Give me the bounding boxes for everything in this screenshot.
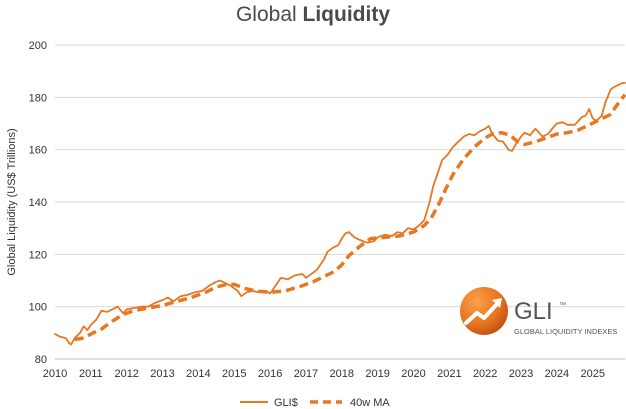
chart-title-regular: Global (236, 3, 303, 26)
x-tick-label: 2016 (258, 368, 282, 380)
x-tick-label: 2010 (43, 368, 67, 380)
x-tick-label: 2025 (580, 368, 604, 380)
chart-title-bold: Liquidity (303, 3, 391, 26)
series (54, 82, 626, 346)
logo-arrowhead-icon (492, 298, 502, 308)
series-line-40w-ma (74, 93, 626, 342)
logo-name: GLI (514, 298, 553, 325)
x-tick-label: 2012 (114, 368, 138, 380)
x-tick-label: 2017 (294, 368, 318, 380)
logo-subtitle: GLOBAL LIQUIDITY INDEXES (514, 327, 617, 336)
x-tick-label: 2013 (150, 368, 174, 380)
x-tick-label: 2019 (365, 368, 389, 380)
y-tick-label: 80 (35, 354, 47, 366)
logo-trademark: ™ (559, 302, 566, 309)
y-tick-label: 200 (29, 40, 47, 52)
y-tick-label: 180 (29, 92, 47, 104)
y-tick-label: 120 (29, 249, 47, 261)
x-tick-label: 2011 (79, 368, 103, 380)
grid (55, 44, 625, 308)
x-tick-label: 2014 (186, 368, 210, 380)
y-axis-label: Global Liquidity (US$ Trillions) (6, 128, 18, 275)
y-tick-label: 100 (29, 302, 47, 314)
x-tick-label: 2022 (473, 368, 497, 380)
y-tick-label: 140 (29, 197, 47, 209)
y-axis-ticks: 80 100 120 140 160 180 200 (29, 40, 47, 366)
x-tick-label: 2020 (401, 368, 425, 380)
chart-title: Global Liquidity (236, 3, 390, 26)
legend-label-gli: GLI$ (274, 397, 298, 409)
series-line-gli (54, 82, 626, 346)
x-axis-ticks: 2010 2011 2012 2013 2014 2015 2016 2017 2018 2019… (43, 368, 605, 380)
x-tick-label: 2018 (330, 368, 354, 380)
legend-label-ma: 40w MA (350, 397, 390, 409)
x-tick-label: 2021 (437, 368, 461, 380)
y-tick-label: 160 (29, 145, 47, 157)
gli-logo: GLI ™ GLOBAL LIQUIDITY INDEXES (460, 287, 617, 336)
legend: GLI$ 40w MA (240, 397, 390, 409)
logo-sphere-icon (460, 287, 508, 335)
logo-arrow-icon (464, 301, 500, 325)
x-tick-label: 2024 (545, 368, 569, 380)
x-tick-label: 2015 (222, 368, 246, 380)
x-tick-label: 2023 (509, 368, 533, 380)
